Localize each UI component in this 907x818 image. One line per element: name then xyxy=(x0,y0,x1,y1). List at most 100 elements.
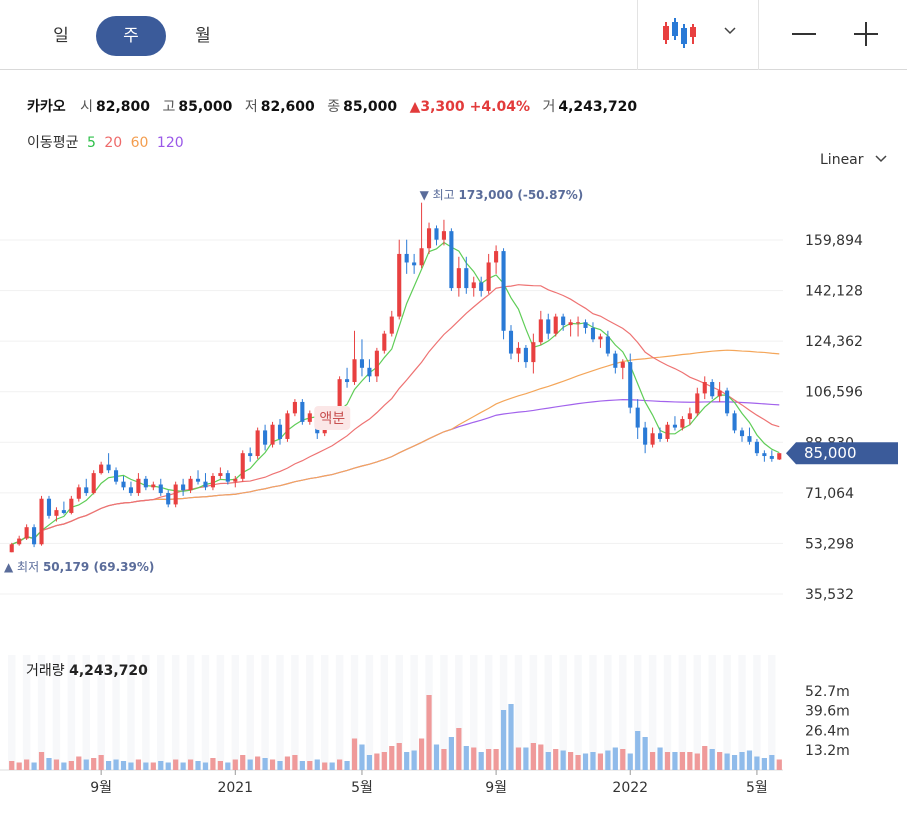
candle-body xyxy=(494,251,499,263)
candle-body xyxy=(583,322,588,328)
volume-bar xyxy=(620,749,626,770)
candle-body xyxy=(9,544,14,553)
volume-stripe xyxy=(589,655,597,770)
candle-body xyxy=(508,330,514,354)
volume-bar xyxy=(381,752,387,770)
volume-bar xyxy=(702,746,708,770)
volume-bar xyxy=(396,743,402,770)
ma-120-line xyxy=(11,399,780,545)
volume-bar xyxy=(91,758,97,770)
volume-stripe xyxy=(753,655,761,770)
candle-body xyxy=(337,379,342,417)
candle-body xyxy=(620,362,625,368)
scale-select[interactable]: Linear xyxy=(820,152,888,168)
volume-stripe xyxy=(216,655,225,770)
zoom-in-button[interactable] xyxy=(848,14,884,54)
volume-bar xyxy=(746,750,753,770)
price-tick-label: 106,596 xyxy=(805,385,863,401)
period-month-tab[interactable]: 월 xyxy=(195,26,211,46)
volume-bar xyxy=(9,761,15,770)
candle-body xyxy=(464,268,469,289)
chart-grid xyxy=(0,239,783,595)
candle-body xyxy=(330,410,335,417)
candle-body xyxy=(195,478,201,482)
current-price-tag xyxy=(786,442,898,465)
volume-bar xyxy=(426,695,432,770)
volume-stripe xyxy=(395,655,403,770)
volume-bar xyxy=(24,759,30,770)
price-tick-label: 159,894 xyxy=(805,233,863,249)
chart-type-button[interactable] xyxy=(650,14,746,54)
candle-body xyxy=(516,347,521,354)
candle-body xyxy=(404,253,409,263)
volume-tick-label: 52.7m xyxy=(805,684,850,700)
volume-stripe xyxy=(306,655,314,770)
volume-bar xyxy=(314,759,320,770)
min-price-annotation: ▲ 최저 50,179 (69.39%) xyxy=(4,560,154,574)
volume-bar xyxy=(351,738,358,770)
ma-20-line xyxy=(11,284,780,545)
price-axis: 159,894 142,128 124,362 106,596 88,830 71,064… xyxy=(805,233,863,603)
candle-body xyxy=(233,478,238,482)
candle-body xyxy=(732,413,737,431)
volume-bar xyxy=(202,762,209,770)
volume-bar xyxy=(411,750,417,770)
change-arrow: ▲ xyxy=(409,99,421,115)
volume-stripe xyxy=(693,655,702,770)
moving-average-legend[interactable]: 이동평균 5 20 60 120 xyxy=(27,132,184,152)
max-annotation-prefix: ▼ 최고 xyxy=(420,188,459,202)
candle-body xyxy=(441,231,446,240)
volume-header-title: 거래량 xyxy=(26,663,69,679)
volume-bar xyxy=(120,761,127,770)
candle-body xyxy=(777,453,782,460)
volume-stripe xyxy=(484,655,493,770)
candle-body xyxy=(367,367,372,377)
volume-bar xyxy=(240,755,246,770)
volume-bar xyxy=(568,752,574,770)
candle-body xyxy=(136,478,141,494)
volume-bar xyxy=(657,747,663,770)
candle-body xyxy=(538,319,543,343)
candle-body xyxy=(605,336,610,354)
volume-bar xyxy=(575,755,581,770)
price-tick-label: 124,362 xyxy=(805,334,863,350)
candle-body xyxy=(69,498,74,513)
volume-stripe xyxy=(723,655,731,770)
toolbar-divider xyxy=(758,0,759,70)
candle-body xyxy=(389,316,394,334)
scale-select-label: Linear xyxy=(820,152,864,168)
candle-body xyxy=(158,484,163,494)
volume-header-value: 4,243,720 xyxy=(69,663,148,679)
volume-bar xyxy=(128,762,134,770)
volume-bar xyxy=(635,731,641,770)
volume-bar xyxy=(187,759,194,770)
candle-body xyxy=(456,268,461,289)
chart-annotations: ▼ 최고 173,000 (-50.87%) ▲ 최저 50,179 (69.39… xyxy=(4,188,898,679)
volume-bar xyxy=(463,746,469,770)
candle-body xyxy=(322,410,327,434)
period-week-tab[interactable]: 주 xyxy=(96,16,166,56)
volume-bar xyxy=(538,744,544,770)
volume-stripe xyxy=(499,655,508,770)
volume-stripe xyxy=(708,655,716,770)
volume-bar xyxy=(359,744,365,770)
zoom-out-button[interactable] xyxy=(786,14,822,54)
volume-bar xyxy=(515,747,522,770)
candle-body xyxy=(672,424,677,428)
volume-bar xyxy=(269,759,276,770)
volume-bar xyxy=(486,749,492,770)
period-day-tab[interactable]: 일 xyxy=(53,26,69,46)
price-tick-label: 142,128 xyxy=(805,284,863,300)
volume-stripe xyxy=(663,655,672,770)
candle-body xyxy=(710,382,715,397)
candle-body xyxy=(687,413,692,420)
candle-body xyxy=(739,430,745,437)
volume-bar xyxy=(143,762,149,770)
volume-bar xyxy=(217,761,223,770)
candle-body xyxy=(315,413,320,434)
volume-bar xyxy=(165,762,171,770)
max-annotation-value: 173,000 (-50.87%) xyxy=(459,188,584,202)
volume-bar xyxy=(83,759,89,770)
volume-stripe xyxy=(261,655,269,770)
volume-bar xyxy=(76,756,82,770)
